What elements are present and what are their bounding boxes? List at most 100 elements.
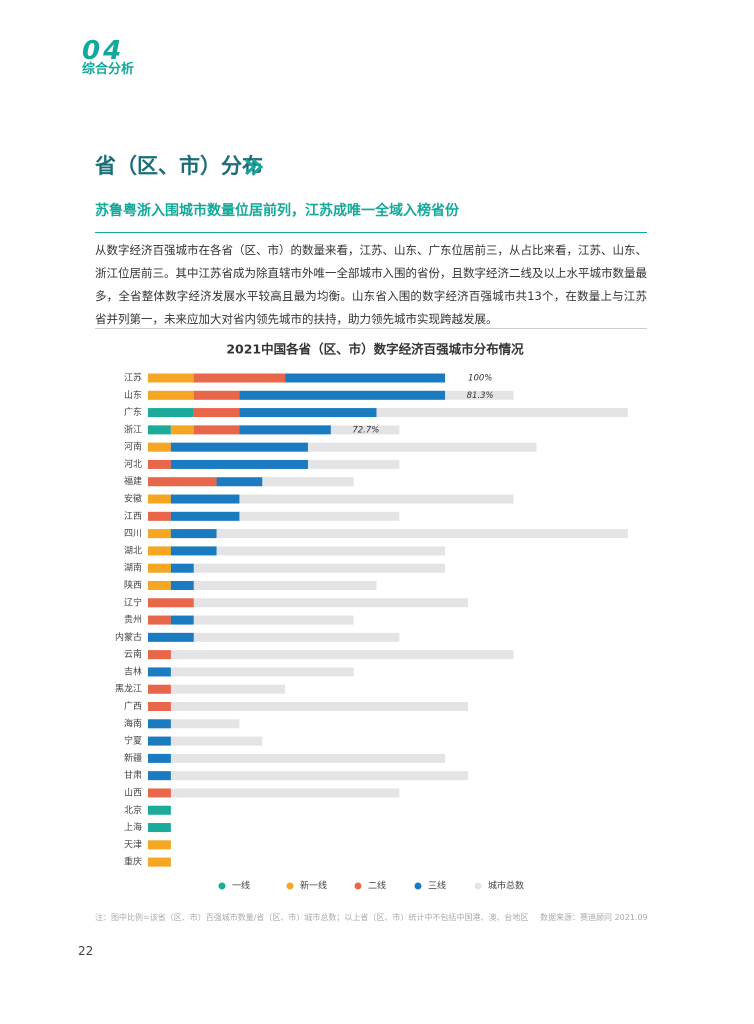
- bar-segment: [193, 390, 240, 400]
- legend-label: 城市总数: [488, 880, 524, 892]
- bar-segment: [148, 529, 171, 539]
- total-bar: [148, 615, 354, 625]
- y-tick-label: 北京: [124, 804, 142, 816]
- bar-segment: [193, 408, 240, 418]
- source: 数据来源：赛迪顾问 2021.09: [540, 913, 648, 922]
- note: 注：图中比例=该省（区、市）百强城市数量/省（区、市）城市总数；以上省（区、市）…: [95, 913, 529, 922]
- ratio-label: 100%: [468, 374, 492, 384]
- y-tick-label: 广东: [124, 406, 142, 418]
- y-tick-label: 湖南: [124, 562, 142, 574]
- total-bar: [148, 736, 263, 746]
- bar-segment: [148, 408, 194, 418]
- y-tick-label: 辽宁: [124, 596, 142, 608]
- bar-segment: [148, 494, 171, 504]
- section-label: 综合分析: [82, 62, 135, 77]
- y-tick-label: 天津: [124, 839, 142, 850]
- legend-label: 新一线: [300, 880, 327, 892]
- y-tick-label: 甘肃: [124, 769, 142, 781]
- ratio-label: 72.7%: [352, 425, 379, 435]
- y-tick-label: 广西: [124, 700, 142, 712]
- bar-segment: [148, 840, 171, 850]
- bar-segment: [170, 494, 240, 504]
- bar-segment: [148, 771, 171, 781]
- total-bar: [148, 546, 446, 556]
- bar-segment: [170, 580, 194, 590]
- y-tick-label: 江苏: [124, 372, 142, 384]
- bar-segment: [170, 425, 194, 435]
- bar-segment: [148, 442, 171, 452]
- chart-title: 2021中国各省（区、市）数字经济百强城市分布情况: [226, 342, 524, 357]
- legend-label: 二线: [368, 880, 386, 892]
- total-bar: [148, 650, 514, 660]
- bar-segment: [148, 702, 171, 712]
- y-tick-label: 江西: [124, 511, 142, 522]
- y-tick-label: 新疆: [124, 752, 142, 764]
- total-bar: [148, 563, 446, 573]
- bar-segment: [148, 684, 171, 694]
- bar-segment: [170, 529, 217, 539]
- ratio-label: 81.3%: [467, 391, 494, 401]
- bar-segment: [239, 408, 377, 418]
- bar-segment: [148, 857, 171, 867]
- bar-segment: [216, 477, 263, 487]
- bar-segment: [170, 546, 217, 556]
- legend-swatch: [354, 882, 362, 890]
- total-bar: [148, 753, 446, 763]
- chart: 2021中国各省（区、市）数字经济百强城市分布情况 江苏山东广东浙江河南河北福建…: [115, 342, 628, 892]
- logo-number: 04: [82, 36, 125, 66]
- bar-segment: [148, 563, 171, 573]
- y-tick-label: 上海: [124, 821, 142, 833]
- total-bar: [148, 598, 468, 608]
- section-title: 省（区、市）分布: [95, 154, 263, 178]
- bar-segment: [170, 615, 194, 625]
- y-tick-label: 陕西: [124, 579, 142, 591]
- bar-segment: [148, 753, 171, 763]
- bar-segment: [148, 805, 171, 815]
- total-bar: [148, 408, 628, 418]
- total-bar: [148, 442, 537, 452]
- bar-segment: [170, 459, 308, 469]
- y-tick-label: 云南: [124, 648, 142, 660]
- bar-segment: [148, 459, 171, 469]
- total-bar: [148, 719, 240, 729]
- chevron-icon: [245, 158, 263, 176]
- bar-segment: [170, 563, 194, 573]
- y-tick-label: 海南: [124, 717, 142, 729]
- bar-segment: [148, 736, 171, 746]
- total-bar: [148, 771, 468, 781]
- y-tick-label: 吉林: [124, 665, 142, 677]
- y-tick-label: 安徽: [124, 493, 142, 505]
- y-tick-label: 贵州: [124, 614, 142, 626]
- divider: [95, 232, 647, 233]
- bar-segment: [285, 373, 446, 383]
- y-tick-label: 内蒙古: [115, 631, 142, 643]
- total-bar: [148, 632, 400, 642]
- y-tick-label: 重庆: [124, 856, 142, 868]
- bar-segment: [148, 390, 194, 400]
- legend-swatch: [286, 882, 294, 890]
- legend-label: 三线: [428, 880, 446, 892]
- total-bar: [148, 667, 354, 677]
- y-tick-label: 黑龙江: [115, 683, 142, 695]
- bar-segment: [148, 598, 194, 608]
- y-tick-label: 四川: [124, 529, 142, 539]
- divider: [95, 328, 647, 329]
- legend-swatch: [414, 882, 422, 890]
- y-tick-label: 河北: [124, 458, 142, 470]
- total-bar: [148, 702, 468, 712]
- bar-segment: [148, 615, 171, 625]
- bar-segment: [148, 477, 217, 487]
- bar-segment: [170, 442, 308, 452]
- total-bar: [148, 788, 400, 798]
- bar-segment: [148, 632, 194, 642]
- bar-segment: [239, 390, 446, 400]
- legend-swatch: [474, 882, 482, 890]
- bar-segment: [148, 546, 171, 556]
- y-tick-label: 山西: [124, 787, 142, 798]
- bar-segment: [193, 425, 240, 435]
- legend-label: 一线: [232, 880, 250, 892]
- bar-segment: [148, 719, 171, 729]
- bar-segment: [148, 823, 171, 833]
- paragraph: 从数字经济百强城市在各省（区、市）的数量来看，江苏、山东、广东位居前三，从占比来…: [95, 243, 647, 326]
- total-bar: [148, 580, 377, 590]
